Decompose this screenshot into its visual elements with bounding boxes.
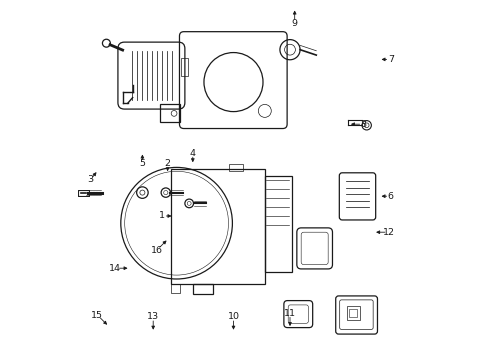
Text: 16: 16: [151, 246, 163, 255]
Text: 13: 13: [147, 312, 159, 321]
Text: 12: 12: [383, 228, 395, 237]
Text: 11: 11: [284, 309, 296, 318]
Bar: [181, 58, 188, 76]
Bar: [160, 104, 180, 122]
Bar: [171, 284, 180, 293]
Text: 9: 9: [292, 19, 298, 28]
Bar: [265, 176, 292, 272]
Text: 3: 3: [87, 175, 93, 184]
Text: 1: 1: [159, 211, 165, 220]
Text: 5: 5: [139, 159, 146, 168]
Bar: [346, 306, 360, 320]
Text: 7: 7: [388, 55, 394, 64]
Bar: [171, 169, 265, 284]
Bar: [229, 164, 243, 171]
Text: 10: 10: [227, 312, 240, 321]
Text: 15: 15: [92, 310, 103, 320]
Text: 4: 4: [190, 149, 196, 158]
Bar: [193, 284, 213, 294]
Text: 2: 2: [165, 159, 171, 168]
Bar: [349, 309, 357, 317]
Text: 8: 8: [361, 120, 367, 129]
Text: 6: 6: [388, 192, 394, 201]
Text: 14: 14: [109, 264, 122, 273]
